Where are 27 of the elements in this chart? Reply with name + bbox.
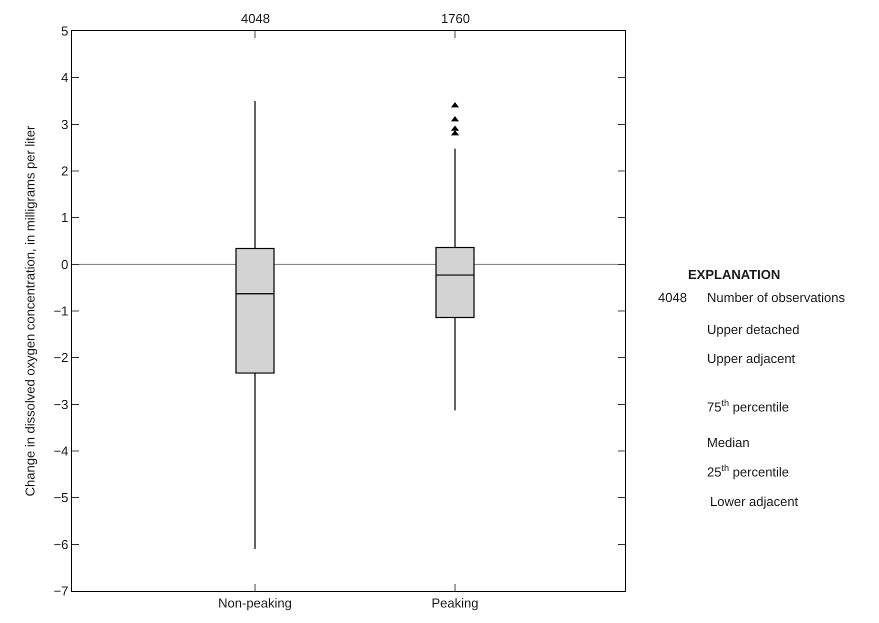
annotation: 1760 bbox=[441, 11, 470, 26]
y-tick-label: −6 bbox=[54, 536, 68, 552]
text: 4048 bbox=[658, 290, 687, 305]
y-tick-label: 5 bbox=[61, 24, 68, 39]
y-axis-title: Change in dissolved oxygen concentration, in milligrams per liter bbox=[22, 124, 38, 496]
x-tick-label: Peaking bbox=[432, 596, 478, 611]
text: Lower adjacent bbox=[710, 494, 799, 509]
text: 25$^{th}$ percentile bbox=[707, 463, 790, 480]
text: EXPLANATION bbox=[688, 267, 780, 282]
x-tick-label: Non-peaking bbox=[218, 596, 292, 611]
y-tick-label: 3 bbox=[61, 116, 68, 132]
y-tick-label: 2 bbox=[61, 164, 68, 179]
text: 75$^{th}$ percentile bbox=[707, 398, 790, 414]
text: Upper adjacent bbox=[707, 351, 796, 366]
y-tick-label: −1 bbox=[54, 304, 68, 319]
text: Median bbox=[707, 435, 750, 450]
y-tick-label: 0 bbox=[61, 256, 68, 272]
text: Number of observations bbox=[707, 290, 846, 305]
text: Upper detached bbox=[707, 322, 800, 337]
y-tick-label: −4 bbox=[54, 444, 68, 459]
y-tick-label: 1 bbox=[61, 210, 68, 226]
y-tick-label: −2 bbox=[54, 350, 68, 366]
y-tick-label: 4 bbox=[61, 70, 68, 86]
y-tick-label: −7 bbox=[54, 584, 68, 599]
annotation: 4048 bbox=[241, 11, 270, 26]
y-tick-label: −3 bbox=[54, 396, 68, 412]
y-tick-label: −5 bbox=[54, 490, 68, 506]
